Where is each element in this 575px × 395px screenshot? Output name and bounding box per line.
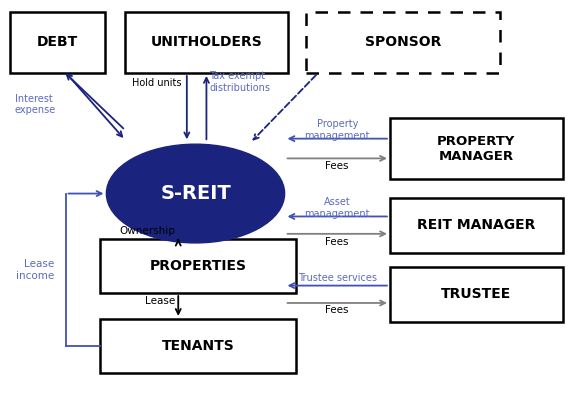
Text: Tax exempt
distributions: Tax exempt distributions — [209, 71, 270, 92]
Bar — [100, 319, 296, 373]
Text: DEBT: DEBT — [37, 36, 78, 49]
Text: TENANTS: TENANTS — [162, 339, 234, 353]
Bar — [390, 198, 563, 253]
Text: REIT MANAGER: REIT MANAGER — [417, 218, 535, 232]
Text: Lease: Lease — [145, 296, 175, 306]
Text: Lease
income: Lease income — [16, 259, 54, 280]
Text: SPONSOR: SPONSOR — [365, 36, 442, 49]
Text: Hold units: Hold units — [132, 78, 181, 88]
Text: Fees: Fees — [325, 161, 349, 171]
Text: Interest
expense: Interest expense — [15, 94, 56, 115]
Bar — [390, 118, 563, 179]
Text: TRUSTEE: TRUSTEE — [441, 287, 512, 301]
Text: PROPERTY
MANAGER: PROPERTY MANAGER — [437, 135, 516, 162]
Ellipse shape — [106, 144, 285, 243]
Bar — [306, 12, 500, 73]
Text: Ownership: Ownership — [120, 226, 175, 236]
Bar — [10, 12, 105, 73]
Text: Asset
management: Asset management — [305, 197, 370, 218]
Text: S-REIT: S-REIT — [160, 184, 231, 203]
Text: Fees: Fees — [325, 305, 349, 315]
Text: Fees: Fees — [325, 237, 349, 247]
Bar — [125, 12, 288, 73]
Bar — [390, 267, 563, 322]
Text: Trustee services: Trustee services — [298, 273, 377, 284]
Text: UNITHOLDERS: UNITHOLDERS — [151, 36, 262, 49]
Bar — [100, 239, 296, 293]
Text: Property
management: Property management — [305, 119, 370, 141]
Text: PROPERTIES: PROPERTIES — [150, 259, 246, 273]
